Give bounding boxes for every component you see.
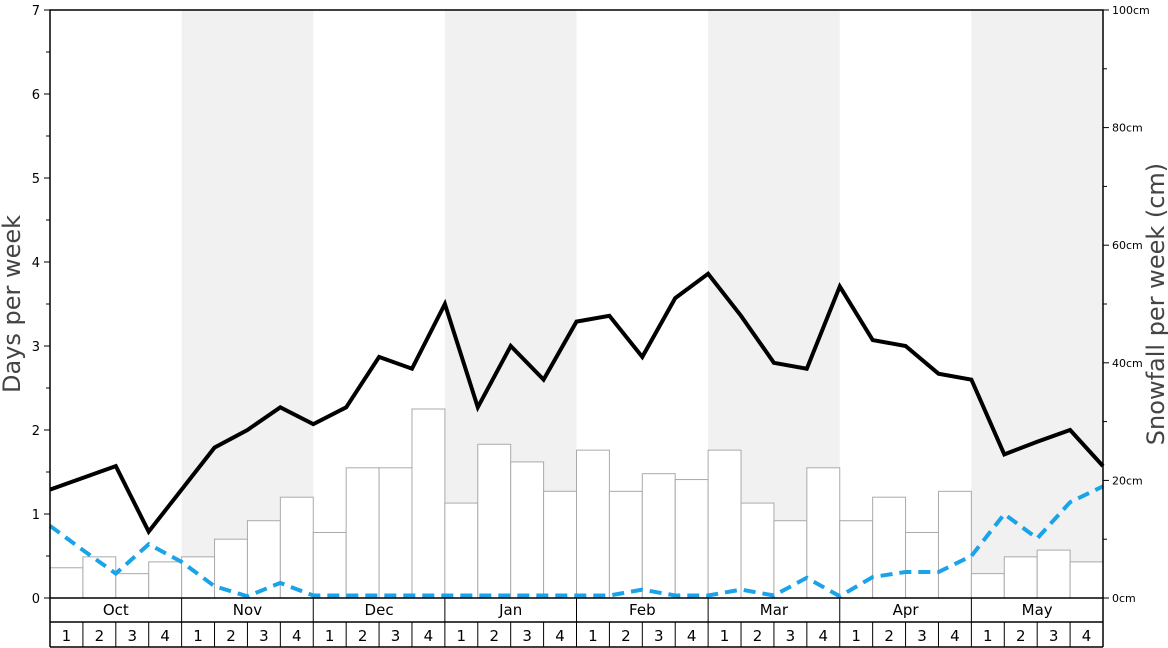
snowfall-bar [807, 468, 840, 598]
week-label: 1 [62, 627, 72, 645]
left-tick-label: 0 [32, 592, 40, 607]
week-label: 3 [786, 627, 796, 645]
week-label: 1 [588, 627, 598, 645]
right-tick-label: 40cm [1112, 357, 1143, 370]
right-tick-label: 100cm [1112, 4, 1150, 17]
month-label-feb: Feb [629, 601, 656, 619]
snowfall-bar [280, 497, 313, 598]
snowfall-bar [1037, 550, 1070, 598]
snowfall-bar [642, 474, 675, 598]
week-label: 1 [851, 627, 861, 645]
week-label: 3 [522, 627, 532, 645]
month-label-mar: Mar [760, 601, 789, 619]
week-label: 3 [127, 627, 137, 645]
snowfall-bar [675, 480, 708, 598]
month-label-apr: Apr [893, 601, 920, 619]
snowfall-bar [906, 532, 939, 598]
week-label: 4 [950, 627, 960, 645]
snowfall-bar [741, 503, 774, 598]
week-label: 4 [1082, 627, 1092, 645]
week-label: 3 [259, 627, 269, 645]
snowfall-bar [412, 409, 445, 598]
right-tick-label: 80cm [1112, 122, 1143, 135]
week-label: 2 [753, 627, 763, 645]
week-label: 2 [489, 627, 499, 645]
week-label: 4 [160, 627, 170, 645]
snowfall-bar [609, 491, 642, 598]
snowfall-bar [149, 562, 182, 598]
left-axis-title: Days per week [0, 215, 26, 393]
right-tick-label: 20cm [1112, 474, 1143, 487]
week-label: 3 [391, 627, 401, 645]
week-label: 3 [654, 627, 664, 645]
week-label: 4 [555, 627, 565, 645]
left-tick-label: 4 [32, 256, 40, 271]
week-label: 3 [1049, 627, 1059, 645]
month-label-jan: Jan [498, 601, 522, 619]
snowfall-bar [346, 468, 379, 598]
week-label: 1 [720, 627, 730, 645]
left-axis: 0 1 2 3 4 5 6 7 [32, 4, 50, 607]
week-label: 4 [819, 627, 829, 645]
snowfall-bar [1070, 562, 1103, 598]
right-tick-label: 60cm [1112, 239, 1143, 252]
month-label-dec: Dec [365, 601, 394, 619]
snowfall-bar [873, 497, 906, 598]
snowfall-bar [379, 468, 412, 598]
snowfall-bar [544, 491, 577, 598]
week-label: 1 [325, 627, 335, 645]
week-label: 2 [358, 627, 368, 645]
left-tick-label: 5 [32, 172, 40, 187]
week-label: 4 [424, 627, 434, 645]
week-label: 4 [687, 627, 697, 645]
snowfall-bar [708, 450, 741, 598]
week-label: 3 [917, 627, 927, 645]
week-label: 2 [884, 627, 894, 645]
snowfall-bar [445, 503, 478, 598]
week-label: 2 [95, 627, 105, 645]
month-label-oct: Oct [103, 601, 129, 619]
left-tick-label: 7 [32, 4, 40, 19]
month-band-may [971, 10, 1103, 598]
week-label: 1 [983, 627, 993, 645]
snowfall-bar [511, 462, 544, 598]
week-label: 2 [226, 627, 236, 645]
right-tick-label: 0cm [1112, 592, 1136, 605]
left-tick-label: 6 [32, 88, 40, 103]
week-label: 1 [193, 627, 203, 645]
week-label: 2 [1016, 627, 1026, 645]
week-label: 2 [621, 627, 631, 645]
snowfall-bar [313, 532, 346, 598]
snowfall-bar [50, 568, 83, 598]
snowfall-bar [971, 574, 1004, 598]
snowfall-bar [577, 450, 610, 598]
snowfall-bar [1004, 557, 1037, 598]
week-label: 4 [292, 627, 302, 645]
snowfall-bar [938, 491, 971, 598]
x-axis: Oct 1 2 3 4 Nov 1 2 3 4 Dec 1 2 3 4 Jan 1 2 3 4 Feb 1 2 3 4 Mar 1 2… [50, 598, 1103, 647]
month-label-may: May [1022, 601, 1053, 619]
month-label-nov: Nov [233, 601, 262, 619]
week-label: 1 [457, 627, 467, 645]
snowfall-bar [478, 444, 511, 598]
right-axis-title: Snowfall per week (cm) [1142, 163, 1168, 445]
snowfall-bar [182, 557, 215, 598]
left-tick-label: 3 [32, 340, 40, 355]
left-tick-label: 2 [32, 424, 40, 439]
left-tick-label: 1 [32, 508, 40, 523]
snowfall-bar [116, 574, 149, 598]
